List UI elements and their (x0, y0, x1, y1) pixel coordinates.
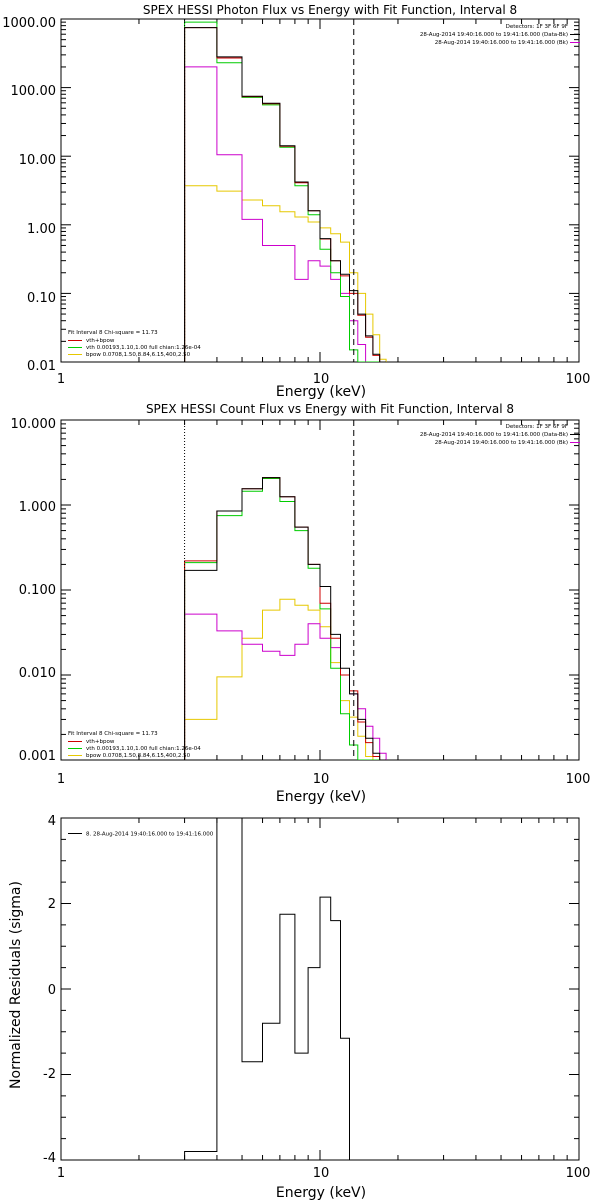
x-tick-label: 1 (57, 372, 65, 387)
legend-bk-interval: 28-Aug-2014 19:40:16.000 to 19:41:16.000… (435, 440, 568, 446)
y-tick-label: 10.000 (11, 417, 57, 432)
series-total-steps (184, 477, 387, 760)
plot-frame (60, 18, 580, 363)
x-tick-label: 1 (57, 1166, 65, 1181)
x-axis-label: Energy (keV) (276, 1185, 366, 1200)
legend-bk-interval: 28-Aug-2014 19:40:16.000 to 19:41:16.000… (435, 40, 568, 46)
legend-bpow-label: bpow 0.0708,1.50,8.84,6.15,400,2.50 (86, 753, 191, 759)
series-bpow-steps (184, 185, 387, 362)
residuals-legend: 8. 28-Aug-2014 19:40:16.000 to 19:41:16.… (68, 832, 214, 838)
count-flux-panel: SPEX HESSI Count Flux vs Energy with Fit… (11, 402, 591, 805)
legend-vth-label: vth 0.00193,1.10,1.00 full chian:1.26e-0… (86, 746, 201, 752)
legend-fit: Fit Interval 8 Chi-square = 11.73 vth+bp… (68, 731, 201, 759)
y-tick-label: 100.00 (11, 84, 57, 99)
y-tick-label: 0.10 (27, 291, 56, 306)
legend-top: Detectors: 1F 3F 6F 9F 28-Aug-2014 19:40… (420, 24, 580, 46)
legend-total-label: vth+bpow (86, 338, 115, 344)
series-vth-steps (184, 21, 387, 362)
y-tick-label: 10.00 (19, 153, 56, 168)
series-data-steps (184, 27, 387, 362)
legend-detectors: Detectors: 1F 3F 6F 9F (506, 424, 568, 430)
legend-total-label: vth+bpow (86, 739, 115, 745)
x-tick-label: 100 (566, 372, 591, 387)
legend-bpow-label: bpow 0.0708,1.50,8.84,6.15,400,2.50 (86, 352, 191, 358)
legend-data-interval: 28-Aug-2014 19:40:16.000 to 19:41:16.000… (420, 432, 568, 438)
y-tick-label: 1000.00 (2, 16, 56, 31)
photon-flux-title: SPEX HESSI Photon Flux vs Energy with Fi… (143, 3, 517, 17)
series-background-steps (184, 613, 387, 760)
x-tick-label: 100 (566, 1166, 591, 1181)
y-tick-label: 0.001 (19, 749, 56, 764)
x-tick-label: 10 (313, 772, 330, 787)
series-data-steps (184, 477, 387, 760)
y-tick-label: -4 (43, 1151, 56, 1166)
plot-frame (60, 817, 580, 1161)
y-axis-label: Normalized Residuals (sigma) (8, 881, 24, 1089)
y-tick-label: 4 (48, 814, 56, 829)
series-background-steps (184, 66, 387, 362)
x-tick-label: 10 (313, 372, 330, 387)
series-vth-steps (184, 478, 387, 760)
count-flux-title: SPEX HESSI Count Flux vs Energy with Fit… (146, 402, 514, 416)
legend-data-interval: 28-Aug-2014 19:40:16.000 to 19:41:16.000… (420, 32, 568, 38)
legend-fit-chi: Fit Interval 8 Chi-square = 11.73 (68, 731, 158, 737)
series-data-steps (184, 818, 350, 1160)
residuals-panel: 4 2 0 -2 -4 1 10 100 Energy (keV) Normal… (8, 814, 590, 1200)
y-tick-label: 0.010 (19, 666, 56, 681)
y-tick-label: 2 (48, 897, 56, 912)
y-tick-label: 1.000 (19, 500, 56, 515)
series-total-steps (184, 27, 387, 362)
legend-vth-label: vth 0.00193,1.10,1.00 full chian:1.26e-0… (86, 345, 201, 351)
x-tick-label: 10 (313, 1166, 330, 1181)
x-axis-label: Energy (keV) (276, 789, 366, 805)
x-tick-label: 100 (566, 772, 591, 787)
y-tick-label: 0.01 (27, 359, 56, 374)
photon-flux-panel: SPEX HESSI Photon Flux vs Energy with Fi… (2, 3, 590, 400)
x-axis-label: Energy (keV) (276, 384, 366, 400)
y-tick-label: 0.100 (19, 583, 56, 598)
y-tick-label: 1.00 (27, 222, 56, 237)
legend-top: Detectors: 1F 3F 6F 9F 28-Aug-2014 19:40… (420, 424, 580, 446)
y-tick-label: -2 (43, 1067, 56, 1082)
series-bpow-steps (184, 598, 387, 760)
legend-fit-chi: Fit Interval 8 Chi-square = 11.73 (68, 330, 158, 336)
legend-detectors: Detectors: 1F 3F 6F 9F (506, 24, 568, 30)
x-tick-label: 1 (57, 772, 65, 787)
y-tick-label: 0 (48, 983, 56, 998)
residuals-legend-label: 8. 28-Aug-2014 19:40:16.000 to 19:41:16.… (86, 832, 214, 838)
legend-fit: Fit Interval 8 Chi-square = 11.73 vth+bp… (68, 330, 201, 358)
